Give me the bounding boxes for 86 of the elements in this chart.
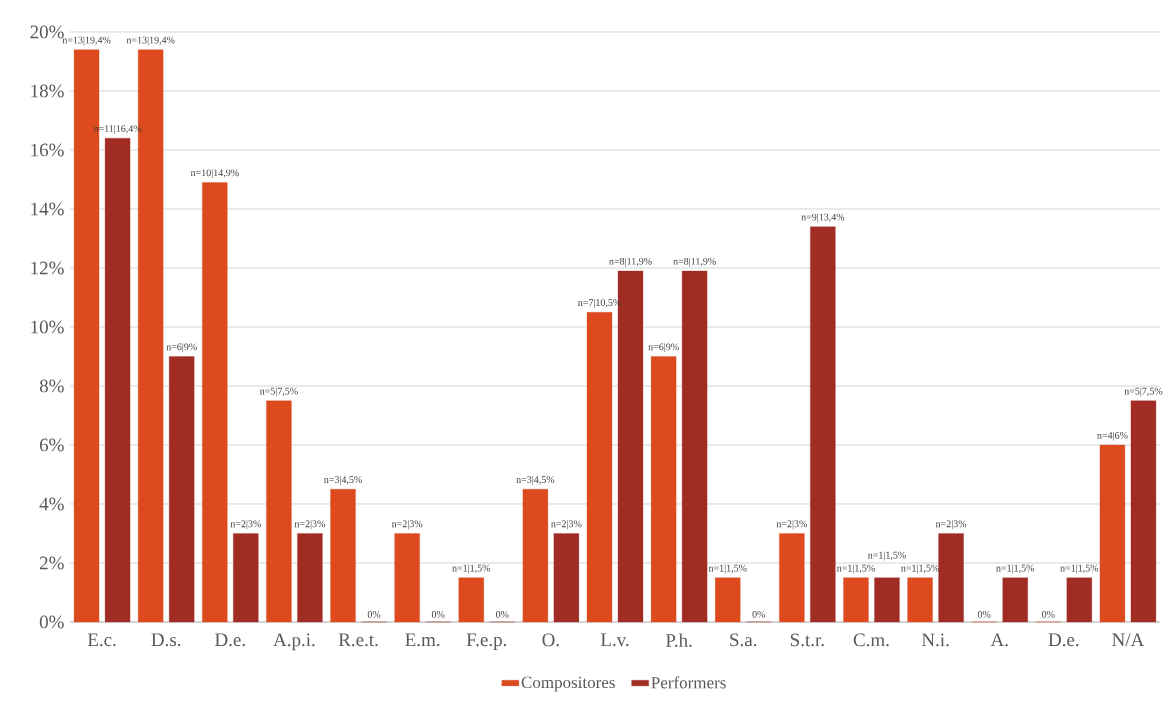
x-tick-label: N.i. (921, 633, 949, 647)
x-tick-label: D.s. (151, 633, 181, 647)
bar (169, 356, 195, 623)
data-label: n=1|1,5% (867, 551, 906, 561)
bar (681, 270, 708, 623)
bar (843, 577, 869, 623)
bar (650, 356, 677, 623)
bar (104, 138, 131, 623)
data-label: n=6|9% (166, 343, 197, 353)
data-label: n=1|1,5% (836, 564, 875, 574)
data-label: n=6|9% (648, 343, 679, 353)
data-label: n=9|13,4% (801, 213, 845, 223)
x-tick-label: P.h. (665, 633, 692, 647)
x-tick-label: E.m. (405, 633, 440, 647)
bar (779, 533, 805, 623)
bar (553, 533, 580, 623)
bar (458, 577, 484, 623)
data-label: n=8|11,9% (673, 257, 716, 267)
x-tick-label: S.t.r. (790, 633, 824, 647)
y-tick-label: 20% (30, 25, 64, 39)
data-label: n=3|4,5% (324, 475, 362, 486)
y-tick-label: 16% (31, 143, 64, 157)
bar (874, 577, 900, 623)
data-label: 0% (752, 611, 766, 618)
data-label: n=2|3% (551, 520, 582, 530)
bar (266, 400, 292, 623)
x-tick-label: L.v. (600, 633, 629, 647)
x-tick-label: N/A (1112, 633, 1145, 647)
x-tick-label: S.a. (730, 633, 757, 647)
y-tick-label: 4% (39, 497, 64, 511)
x-tick-label: E.c. (87, 633, 116, 647)
y-tick-label: 14% (31, 202, 64, 216)
y-tick-label: 6% (39, 438, 64, 452)
data-label: n=2|3% (935, 520, 967, 530)
y-tick-label: 12% (31, 261, 64, 275)
y-tick-label: 0% (39, 615, 64, 629)
data-label: 0% (977, 611, 991, 618)
bar (810, 226, 836, 623)
x-tick-label: A. (990, 633, 1008, 647)
bar (233, 533, 259, 623)
data-label: n=1|1,5% (996, 564, 1035, 574)
y-tick-label: 8% (39, 379, 64, 393)
data-label: n=2|3% (391, 520, 423, 530)
data-label: n=2|3% (294, 520, 326, 530)
x-tick-label: O. (542, 633, 559, 647)
data-label: 0% (431, 611, 445, 618)
bar (938, 533, 964, 623)
bar (1066, 577, 1092, 623)
data-label: n=13|19,4% (126, 36, 175, 46)
x-tick-label: D.e. (215, 633, 245, 647)
legend-label: Performers (651, 676, 726, 689)
data-label: n=3|4,5% (516, 475, 555, 486)
bar (297, 533, 323, 623)
x-tick-label: C.m. (853, 633, 889, 647)
bar (1099, 444, 1126, 623)
data-label: n=5|7,5% (1124, 387, 1163, 397)
bar (330, 489, 356, 623)
bar (1130, 400, 1157, 623)
data-label: n=10|14,9% (190, 169, 239, 179)
y-tick-label: 2% (39, 556, 64, 570)
bar (586, 312, 613, 623)
data-label: 0% (1042, 611, 1055, 618)
data-label: n=4|6% (1097, 431, 1128, 441)
y-tick-label: 18% (31, 84, 64, 98)
data-label: 0% (495, 611, 509, 618)
bar (522, 489, 549, 623)
data-label: n=2|3% (230, 520, 261, 530)
data-label: n=1|1,5% (452, 564, 491, 574)
data-label: n=5|7,5% (259, 387, 298, 397)
data-label: n=2|3% (776, 520, 808, 530)
bar (907, 577, 933, 623)
bar (202, 182, 228, 623)
bar (1002, 577, 1028, 623)
data-label: n=13|19,4% (62, 36, 111, 46)
x-tick-label: A.p.i. (273, 633, 315, 651)
data-label: n=1|1,5% (1060, 564, 1099, 574)
data-label: n=1|1,5% (708, 564, 747, 574)
x-tick-label: F.e.p. (466, 633, 507, 651)
x-tick-label: R.e.t. (338, 633, 378, 647)
bar (394, 533, 420, 623)
data-label: n=8|11,9% (609, 257, 652, 267)
y-tick-label: 10% (31, 320, 64, 334)
x-tick-label: D.e. (1048, 633, 1079, 647)
bar (715, 577, 741, 623)
legend-label: Compositores (521, 676, 615, 692)
data-label: 0% (367, 611, 381, 618)
